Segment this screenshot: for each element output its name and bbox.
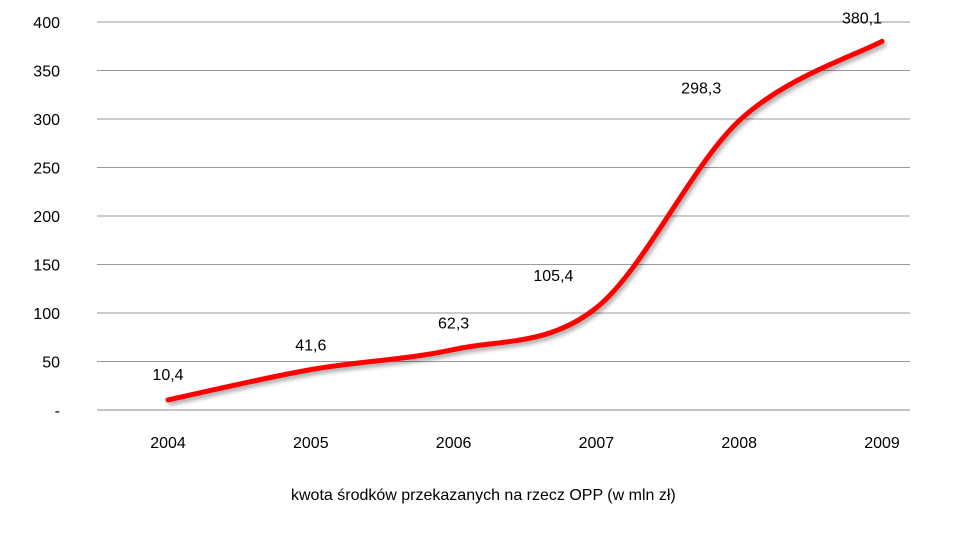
data-label: 105,4 [533, 268, 573, 285]
legend: kwota środków przekazanych na rzecz OPP … [248, 487, 676, 504]
y-tick-label: 350 [33, 64, 60, 81]
y-tick-label: 50 [42, 355, 60, 372]
y-tick-label: 200 [33, 209, 60, 226]
x-tick-label: 2004 [150, 435, 186, 452]
y-tick-label: 150 [33, 258, 60, 275]
y-tick-label: 250 [33, 161, 60, 178]
legend-label: kwota środków przekazanych na rzecz OPP … [291, 487, 676, 504]
series-line-path [165, 38, 885, 403]
y-tick-label: 300 [33, 112, 60, 129]
x-tick-label: 2009 [864, 435, 900, 452]
data-labels: 10,4 41,6 62,3 105,4 298,3 380,1 [152, 10, 882, 384]
data-label: 41,6 [295, 338, 326, 355]
y-tick-label: - [55, 403, 60, 420]
y-tick-label: 400 [33, 15, 60, 32]
data-label: 62,3 [438, 316, 469, 333]
x-axis: 2004 2005 2006 2007 2008 2009 [150, 435, 900, 452]
gridlines [97, 21, 910, 411]
series-line [165, 38, 885, 403]
data-label: 380,1 [842, 10, 882, 27]
x-tick-label: 2005 [293, 435, 329, 452]
x-tick-label: 2006 [436, 435, 472, 452]
x-tick-label: 2007 [579, 435, 615, 452]
y-axis: - 50 100 150 200 250 300 350 400 [33, 15, 60, 420]
x-tick-label: 2008 [721, 435, 757, 452]
data-label: 298,3 [681, 81, 721, 98]
data-label: 10,4 [152, 367, 183, 384]
y-tick-label: 100 [33, 306, 60, 323]
